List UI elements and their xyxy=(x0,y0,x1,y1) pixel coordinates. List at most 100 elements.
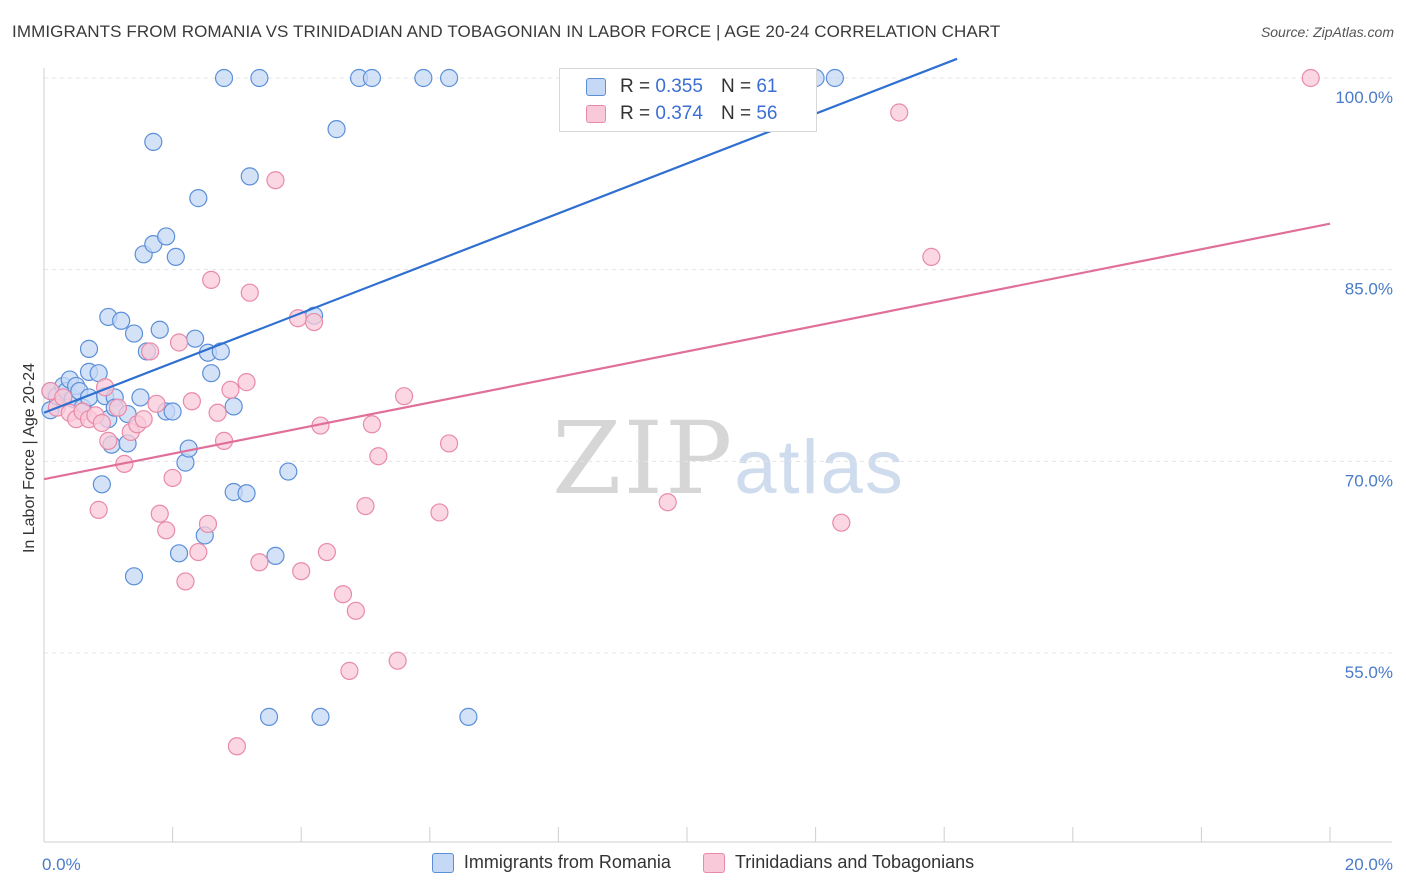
trinidad-point xyxy=(250,553,269,572)
trinidad-point xyxy=(221,380,240,399)
legend-label-romania: Immigrants from Romania xyxy=(463,852,671,872)
trend-line-romania xyxy=(43,57,958,414)
legend-r-label: R = xyxy=(620,103,651,124)
trinidad-point xyxy=(163,468,182,488)
trinidad-point xyxy=(108,398,128,417)
trinidad-point xyxy=(140,342,160,361)
legend-swatch-blue xyxy=(586,78,606,96)
trinidad-point xyxy=(439,434,459,453)
legend-swatch-pink xyxy=(586,105,606,123)
trinidad-point xyxy=(182,392,201,411)
trinidad-point xyxy=(304,312,324,332)
trinidad-point xyxy=(198,514,218,534)
trinidad-point xyxy=(1301,68,1320,88)
legend-r-label: R = xyxy=(620,76,651,97)
romania-point xyxy=(166,247,185,266)
romania-point xyxy=(414,68,433,88)
x-tick-label-max: 20.0% xyxy=(1345,855,1393,874)
correlation-legend: R = 0.355 N = 61 R = 0.374 N = 56 xyxy=(559,68,817,132)
trinidad-point xyxy=(176,572,195,591)
romania-point xyxy=(266,546,285,565)
tick-labels: 55.0% 70.0% 85.0% 100.0% 0.0% 20.0% xyxy=(42,88,1393,874)
trinidad-point xyxy=(388,651,407,670)
romania-point xyxy=(214,68,234,88)
trinidad-point xyxy=(340,661,359,680)
legend-n-label: N = xyxy=(720,103,752,124)
romania-point xyxy=(163,402,182,421)
source-label: Source: ZipAtlas.com xyxy=(1260,24,1394,40)
trinidad-point xyxy=(147,394,166,413)
romania-point xyxy=(211,342,230,361)
y-tick-label: 100.0% xyxy=(1335,88,1393,107)
legend-n-value: 56 xyxy=(756,103,778,124)
trinidad-point xyxy=(214,431,234,450)
romania-point xyxy=(157,227,176,246)
trinidad-point xyxy=(362,415,382,434)
trinidad-point xyxy=(202,270,221,289)
trinidad-point xyxy=(150,504,169,523)
romania-point xyxy=(169,544,189,563)
romania-point xyxy=(131,388,150,407)
romania-point xyxy=(189,189,208,208)
romania-point xyxy=(186,329,205,348)
romania-point xyxy=(124,324,144,343)
y-tick-label: 85.0% xyxy=(1345,280,1393,299)
trinidad-point xyxy=(189,542,208,562)
trinidad-point xyxy=(237,373,256,392)
legend-swatch-pink xyxy=(702,852,725,873)
watermark-atlas: atlas xyxy=(734,425,905,510)
legend-n-value: 61 xyxy=(756,76,778,97)
legend-item-trinidad: Trinidadians and Tobagonians xyxy=(702,852,975,873)
trinidad-point xyxy=(832,513,851,532)
trinidad-point xyxy=(208,403,227,422)
trinidad-point xyxy=(658,493,677,512)
romania-point xyxy=(311,707,330,726)
trinidad-point xyxy=(333,585,353,604)
romania-point xyxy=(825,68,844,88)
legend-row-romania: R = 0.355 N = 61 xyxy=(586,76,777,98)
trend-line-trinidad xyxy=(43,222,1331,481)
series-legend: Immigrants from Romania Trinidadians and… xyxy=(0,852,1406,873)
romania-point xyxy=(459,707,478,726)
romania-point xyxy=(92,475,111,494)
grid-lines xyxy=(44,77,1392,654)
watermark: ZIPatlas xyxy=(552,400,905,517)
legend-label-trinidad: Trinidadians and Tobagonians xyxy=(734,852,975,872)
x-tick-label-min: 0.0% xyxy=(42,855,81,874)
trinidad-point xyxy=(266,171,285,190)
trinidad-point xyxy=(346,601,365,620)
trinidad-point xyxy=(394,387,414,406)
trinidad-point xyxy=(890,103,909,122)
chart-title: IMMIGRANTS FROM ROMANIA VS TRINIDADIAN A… xyxy=(12,22,1001,41)
romania-point xyxy=(259,707,279,726)
legend-r-value: 0.355 xyxy=(655,76,703,97)
trinidad-point xyxy=(369,447,388,466)
y-axis-title: In Labor Force | Age 20-24 xyxy=(21,363,38,553)
romania-point xyxy=(362,68,382,88)
trinidad-point xyxy=(99,431,118,450)
trinidad-point xyxy=(169,333,189,352)
trinidad-point xyxy=(227,737,246,756)
legend-item-romania: Immigrants from Romania xyxy=(431,852,671,873)
romania-point xyxy=(124,567,144,586)
legend-row-trinidad: R = 0.374 N = 56 xyxy=(586,103,777,125)
romania-point xyxy=(327,120,346,139)
trinidad-point xyxy=(317,542,337,562)
axes xyxy=(43,68,1392,843)
romania-point xyxy=(279,462,298,481)
legend-r-value: 0.374 xyxy=(655,103,703,124)
romania-point xyxy=(250,68,269,88)
romania-point xyxy=(237,484,256,503)
trinidad-point xyxy=(922,247,941,266)
trinidad-point xyxy=(430,503,449,522)
trinidad-point xyxy=(240,283,259,302)
romania-point xyxy=(150,320,169,339)
legend-swatch-blue xyxy=(431,852,454,873)
romania-point xyxy=(224,397,243,416)
romania-point xyxy=(439,68,459,88)
y-tick-label: 55.0% xyxy=(1345,663,1393,682)
trinidad-point xyxy=(92,413,111,433)
trinidad-point xyxy=(89,500,108,519)
trinidad-point xyxy=(356,496,375,516)
